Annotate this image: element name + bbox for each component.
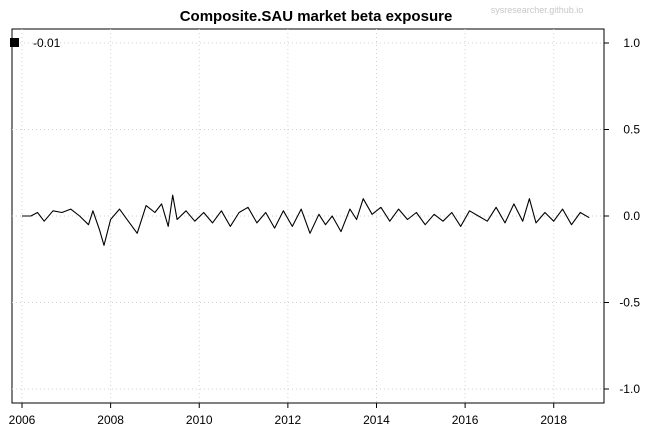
y-tick-label: 0.0 [623,209,640,223]
legend-swatch [10,38,19,47]
y-tick-label: -1.0 [619,382,640,396]
legend-label: -0.01 [33,36,61,50]
x-tick-label: 2006 [9,413,36,427]
y-tick-label: 1.0 [623,36,640,50]
grid [12,29,604,403]
x-tick-label: 2008 [97,413,124,427]
x-tick-label: 2012 [275,413,302,427]
series-layer [22,194,590,246]
legend: -0.01 [10,36,61,50]
series-line [22,194,590,246]
x-tick-label: 2010 [186,413,213,427]
axes: 2006 2008 2010 2012 2014 2016 2018 1.0 0.5 0.0 -0.… [9,36,641,427]
x-tick-label: 2014 [363,413,390,427]
y-tick-label: -0.5 [619,296,640,310]
x-tick-label: 2018 [540,413,567,427]
chart-title: Composite.SAU market beta exposure [180,8,453,25]
x-tick-label: 2016 [452,413,479,427]
watermark: sysresearcher.github.io [491,5,584,15]
y-tick-label: 0.5 [623,123,640,137]
